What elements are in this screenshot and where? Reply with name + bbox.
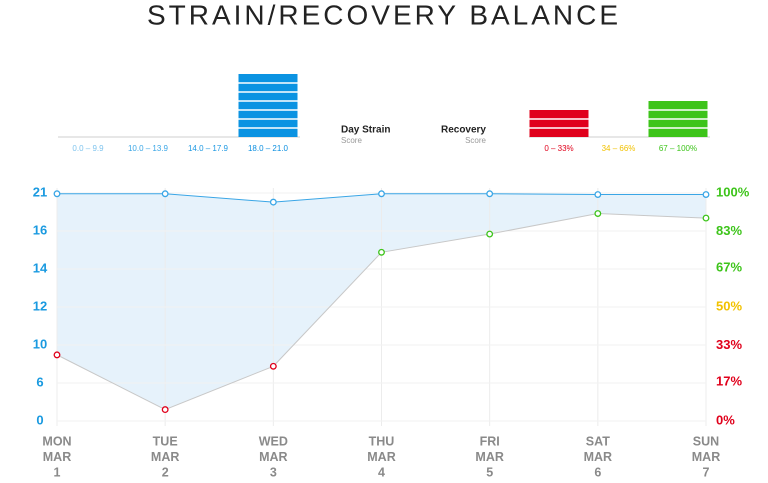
point (594, 210, 602, 217)
y-tick-label: 16 (33, 222, 47, 237)
x-tick-label: MAR (43, 450, 71, 464)
y-tick-label: 6 (36, 374, 43, 389)
point (269, 362, 277, 370)
point (378, 190, 385, 198)
x-tick-label: WED (259, 434, 288, 448)
point (702, 191, 710, 198)
y2-tick-label: 17% (716, 374, 742, 389)
dist-label: Day Strain (341, 125, 390, 136)
y-tick-label: 10 (33, 336, 47, 351)
x-tick-label: MAR (367, 450, 395, 464)
x-tick-label: 4 (378, 465, 385, 479)
bin-label: 10.0 – 13.9 (128, 144, 169, 153)
histogram-bar (529, 110, 589, 137)
y-tick-label: 21 (33, 184, 47, 199)
bin-label: 18.0 – 21.0 (248, 144, 289, 153)
point (378, 248, 385, 256)
x-tick-label: MAR (475, 450, 503, 464)
histogram-bar (238, 74, 298, 137)
y-tick-label: 0 (36, 412, 43, 427)
bin-label: 34 – 66% (602, 144, 636, 153)
x-tick-label: FRI (480, 434, 500, 448)
balance-area (57, 193, 706, 410)
y-tick-label: 14 (33, 260, 48, 275)
chart-title: STRAIN/RECOVERY BALANCE (147, 0, 621, 30)
point (486, 190, 494, 198)
x-tick-label: 7 (703, 465, 710, 479)
x-tick-label: MAR (259, 450, 287, 464)
point (486, 230, 494, 238)
point (161, 406, 169, 414)
bin-label: 14.0 – 17.9 (188, 144, 229, 153)
bin-label: 67 – 100% (659, 144, 697, 153)
x-tick-label: SUN (693, 434, 719, 448)
x-tick-label: 3 (270, 465, 277, 479)
y2-tick-label: 83% (716, 223, 742, 238)
bin-label: 0.0 – 9.9 (72, 144, 104, 153)
x-tick-label: TUE (153, 434, 178, 448)
bin-label: 0 – 33% (544, 144, 573, 153)
x-tick-label: THU (369, 434, 395, 448)
point (269, 198, 277, 206)
x-tick-label: MAR (692, 450, 720, 464)
point (702, 214, 710, 222)
dist-sublabel: Score (341, 136, 362, 145)
point (53, 190, 61, 198)
x-tick-label: 1 (54, 465, 61, 479)
x-tick-label: MAR (584, 450, 612, 464)
y2-tick-label: 0% (716, 412, 735, 427)
point (53, 351, 61, 359)
x-tick-label: MON (42, 434, 71, 448)
dist-sublabel: Score (465, 136, 486, 145)
x-tick-label: 6 (594, 465, 601, 479)
point (161, 190, 169, 198)
dist-label: Recovery (441, 125, 486, 136)
x-tick-label: 2 (162, 465, 169, 479)
y2-tick-label: 100% (716, 184, 750, 199)
x-tick-label: 5 (486, 465, 493, 479)
x-tick-label: SAT (586, 434, 610, 448)
y2-tick-label: 50% (716, 298, 742, 313)
x-tick-label: MAR (151, 450, 179, 464)
y-tick-label: 12 (33, 298, 47, 313)
point (594, 191, 602, 198)
y2-tick-label: 67% (716, 260, 742, 275)
y2-tick-label: 33% (716, 337, 742, 352)
